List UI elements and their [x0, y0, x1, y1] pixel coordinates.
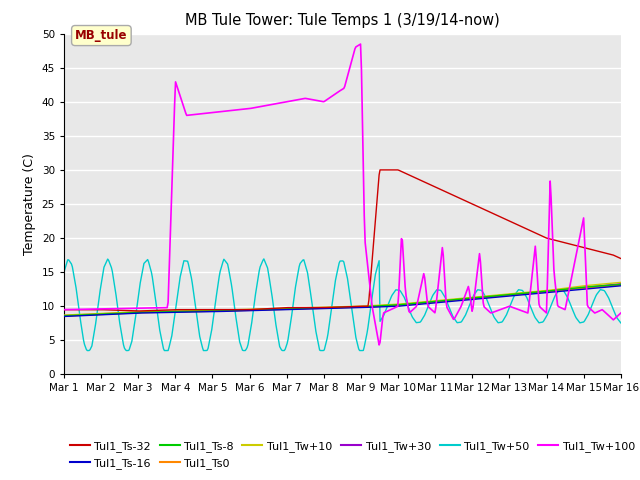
Tul1_Tw+50: [83, 348, 91, 353]
Tul1_Ts0: [617, 282, 625, 288]
Tul1_Ts-16: [159, 310, 166, 315]
Tul1_Tw+10: [159, 308, 166, 314]
Tul1_Tw+100: [375, 342, 383, 348]
Text: MB_tule: MB_tule: [75, 29, 127, 42]
Tul1_Tw+10: [479, 293, 487, 299]
Tul1_Ts-32: [134, 308, 142, 314]
Tul1_Tw+30: [388, 302, 396, 308]
Tul1_Ts-8: [159, 309, 166, 315]
Tul1_Tw+10: [432, 298, 440, 304]
Tul1_Ts0: [60, 313, 68, 319]
Line: Tul1_Ts-16: Tul1_Ts-16: [64, 286, 621, 316]
Line: Tul1_Tw+30: Tul1_Tw+30: [64, 284, 621, 315]
Legend: Tul1_Ts-32, Tul1_Ts-16, Tul1_Ts-8, Tul1_Ts0, Tul1_Tw+10, Tul1_Tw+30, Tul1_Tw+50,: Tul1_Ts-32, Tul1_Ts-16, Tul1_Ts-8, Tul1_…: [70, 441, 635, 468]
Tul1_Ts-32: [204, 307, 212, 312]
Tul1_Tw+10: [617, 279, 625, 285]
Tul1_Ts-32: [434, 185, 442, 191]
Tul1_Tw+100: [356, 41, 364, 47]
Tul1_Tw+30: [159, 309, 166, 314]
Line: Tul1_Ts-32: Tul1_Ts-32: [64, 170, 621, 311]
Tul1_Ts-16: [312, 306, 320, 312]
Line: Tul1_Tw+10: Tul1_Tw+10: [64, 282, 621, 315]
Tul1_Tw+50: [481, 293, 489, 299]
Line: Tul1_Ts0: Tul1_Ts0: [64, 285, 621, 316]
Tul1_Tw+100: [434, 288, 442, 293]
Tul1_Ts-16: [617, 283, 625, 288]
Tul1_Ts-32: [60, 307, 68, 312]
Tul1_Tw+30: [479, 294, 487, 300]
Tul1_Ts-32: [376, 167, 384, 173]
Tul1_Tw+30: [432, 299, 440, 304]
Tul1_Ts0: [388, 303, 396, 309]
Tul1_Ts0: [479, 295, 487, 300]
Tul1_Tw+100: [481, 305, 489, 311]
Tul1_Ts0: [159, 310, 166, 315]
Tul1_Tw+100: [617, 310, 625, 316]
Line: Tul1_Tw+100: Tul1_Tw+100: [64, 44, 621, 345]
Tul1_Ts0: [204, 309, 211, 314]
Tul1_Tw+10: [60, 312, 68, 318]
Tul1_Tw+50: [159, 346, 167, 351]
Tul1_Tw+100: [159, 305, 166, 311]
Tul1_Tw+10: [312, 305, 320, 311]
Tul1_Tw+100: [390, 305, 398, 311]
Tul1_Ts-32: [313, 305, 321, 311]
Tul1_Ts-32: [159, 307, 167, 313]
Tul1_Ts-8: [479, 294, 487, 300]
Tul1_Ts-8: [388, 302, 396, 308]
Tul1_Tw+50: [617, 320, 625, 326]
Tul1_Tw+30: [617, 281, 625, 287]
Tul1_Ts-16: [204, 309, 211, 315]
Tul1_Ts-8: [617, 282, 625, 288]
Tul1_Tw+50: [60, 269, 68, 275]
Tul1_Ts-8: [312, 305, 320, 311]
Tul1_Tw+30: [204, 308, 211, 313]
Tul1_Tw+100: [204, 110, 211, 116]
Tul1_Ts-8: [60, 313, 68, 319]
Tul1_Tw+100: [312, 97, 320, 103]
Y-axis label: Temperature (C): Temperature (C): [23, 153, 36, 255]
Tul1_Ts-32: [390, 167, 398, 173]
Tul1_Ts-8: [204, 308, 211, 314]
Line: Tul1_Tw+50: Tul1_Tw+50: [64, 259, 621, 350]
Tul1_Tw+30: [60, 312, 68, 318]
Tul1_Tw+50: [434, 287, 442, 293]
Title: MB Tule Tower: Tule Temps 1 (3/19/14-now): MB Tule Tower: Tule Temps 1 (3/19/14-now…: [185, 13, 500, 28]
Tul1_Ts-16: [60, 313, 68, 319]
Tul1_Tw+50: [314, 338, 322, 344]
Tul1_Ts-32: [617, 256, 625, 262]
Tul1_Ts-16: [388, 303, 396, 309]
Tul1_Tw+50: [260, 256, 268, 262]
Tul1_Ts-8: [432, 299, 440, 304]
Line: Tul1_Ts-8: Tul1_Ts-8: [64, 285, 621, 316]
Tul1_Tw+50: [204, 346, 212, 351]
Tul1_Ts-16: [479, 296, 487, 301]
Tul1_Tw+50: [390, 289, 398, 295]
Tul1_Tw+100: [60, 307, 68, 312]
Tul1_Tw+10: [204, 308, 211, 313]
Tul1_Tw+30: [312, 305, 320, 311]
Tul1_Tw+10: [388, 301, 396, 307]
Tul1_Ts0: [312, 306, 320, 312]
Tul1_Ts0: [432, 299, 440, 305]
Tul1_Ts-32: [481, 207, 489, 213]
Tul1_Ts-16: [432, 300, 440, 306]
